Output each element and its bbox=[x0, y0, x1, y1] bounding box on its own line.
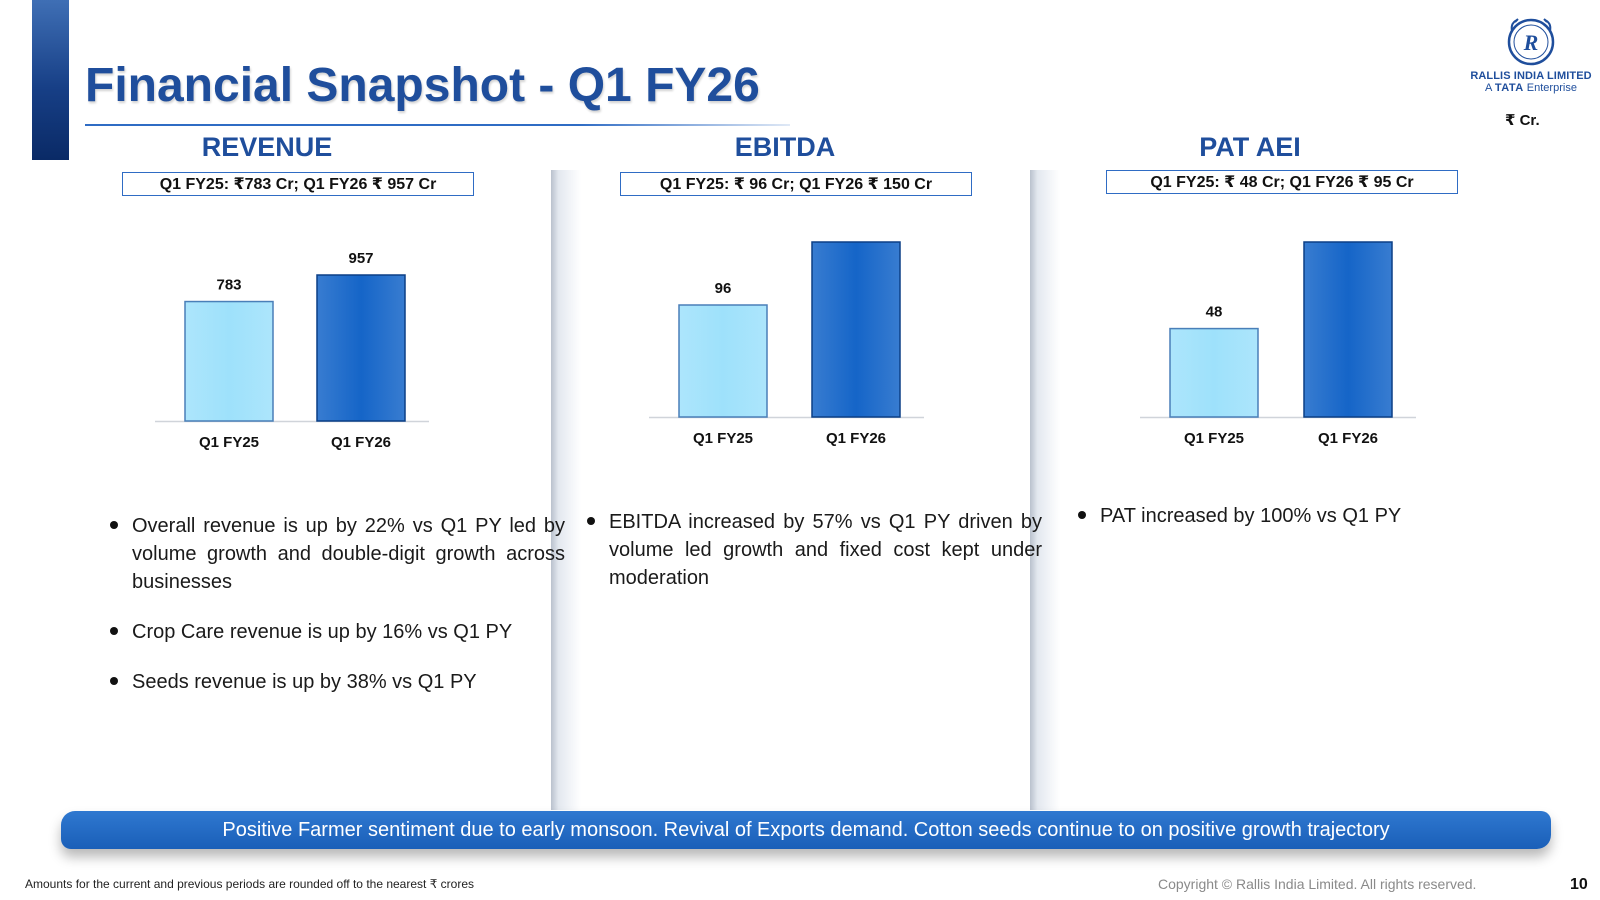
panel-divider bbox=[551, 170, 581, 810]
bar-q1-fy26 bbox=[1303, 241, 1393, 418]
list-item: Crop Care revenue is up by 16% vs Q1 PY bbox=[110, 618, 565, 646]
copyright: Copyright © Rallis India Limited. All ri… bbox=[1158, 876, 1477, 892]
category-label: Q1 FY26 bbox=[826, 430, 886, 447]
revenue-bullets: Overall revenue is up by 22% vs Q1 PY le… bbox=[110, 512, 565, 718]
key-message-banner: Positive Farmer sentiment due to early m… bbox=[61, 811, 1551, 849]
footer-note: Amounts for the current and previous per… bbox=[25, 877, 474, 891]
panel-divider bbox=[1030, 170, 1060, 810]
ebitda-bullets: EBITDA increased by 57% vs Q1 PY driven … bbox=[587, 508, 1042, 614]
panel-heading: PAT AEI bbox=[1199, 132, 1301, 162]
panel-heading: EBITDA bbox=[734, 132, 836, 162]
list-item: EBITDA increased by 57% vs Q1 PY driven … bbox=[587, 508, 1042, 592]
category-label: Q1 FY25 bbox=[199, 434, 259, 451]
summary-box: Q1 FY25: ₹ 96 Cr; Q1 FY26 ₹ 150 Cr bbox=[620, 172, 972, 196]
pat-chart: 48 Q1 FY25 95 Q1 FY26 bbox=[1140, 230, 1416, 447]
category-label: Q1 FY25 bbox=[693, 430, 753, 447]
bar-q1-fy25 bbox=[1169, 327, 1259, 418]
bar-q1-fy26 bbox=[316, 274, 406, 422]
accent-bar bbox=[32, 0, 69, 160]
category-label: Q1 FY25 bbox=[1184, 430, 1244, 447]
list-item: Overall revenue is up by 22% vs Q1 PY le… bbox=[110, 512, 565, 596]
rallis-emblem-icon: R bbox=[1507, 18, 1555, 66]
category-label: Q1 FY26 bbox=[331, 434, 391, 451]
emblem-letter: R bbox=[1523, 30, 1539, 55]
data-label: 150 bbox=[843, 230, 868, 234]
data-label: 95 bbox=[1340, 230, 1357, 234]
category-label: Q1 FY26 bbox=[1318, 430, 1378, 447]
list-item: PAT increased by 100% vs Q1 PY bbox=[1078, 502, 1498, 530]
bar-q1-fy25 bbox=[184, 300, 274, 422]
data-label: 957 bbox=[348, 250, 373, 267]
page-number: 10 bbox=[1570, 876, 1588, 893]
pat-bullets: PAT increased by 100% vs Q1 PY bbox=[1078, 502, 1498, 552]
panel-heading: REVENUE bbox=[201, 132, 333, 162]
logo-tagline: A TATA Enterprise bbox=[1485, 82, 1577, 94]
title-underline bbox=[85, 124, 790, 126]
unit-label: ₹ Cr. bbox=[1505, 112, 1540, 129]
revenue-chart: 783 Q1 FY25 957 Q1 FY26 bbox=[155, 250, 429, 451]
data-label: 48 bbox=[1206, 304, 1223, 321]
page-title: Financial Snapshot - Q1 FY26 bbox=[85, 59, 760, 112]
logo-company-name: RALLIS INDIA LIMITED bbox=[1470, 70, 1592, 82]
list-item: Seeds revenue is up by 38% vs Q1 PY bbox=[110, 668, 565, 696]
summary-box: Q1 FY25: ₹ 48 Cr; Q1 FY26 ₹ 95 Cr bbox=[1106, 170, 1458, 194]
company-logo: R RALLIS INDIA LIMITED A TATA Enterprise bbox=[1462, 14, 1600, 94]
bar-q1-fy26 bbox=[811, 241, 901, 418]
data-label: 96 bbox=[715, 280, 732, 297]
summary-box: Q1 FY25: ₹783 Cr; Q1 FY26 ₹ 957 Cr bbox=[122, 172, 474, 196]
ebitda-chart: 96 Q1 FY25 150 Q1 FY26 bbox=[649, 230, 924, 447]
ebitda-panel: EBITDA Q1 FY25: ₹ 96 Cr; Q1 FY26 ₹ 150 C… bbox=[555, 130, 1042, 730]
revenue-panel: REVENUE Q1 FY25: ₹783 Cr; Q1 FY26 ₹ 957 … bbox=[37, 130, 565, 730]
bar-q1-fy25 bbox=[678, 304, 768, 418]
data-label: 783 bbox=[216, 277, 241, 294]
pat-panel: PAT AEI Q1 FY25: ₹ 48 Cr; Q1 FY26 ₹ 95 C… bbox=[1040, 130, 1500, 730]
